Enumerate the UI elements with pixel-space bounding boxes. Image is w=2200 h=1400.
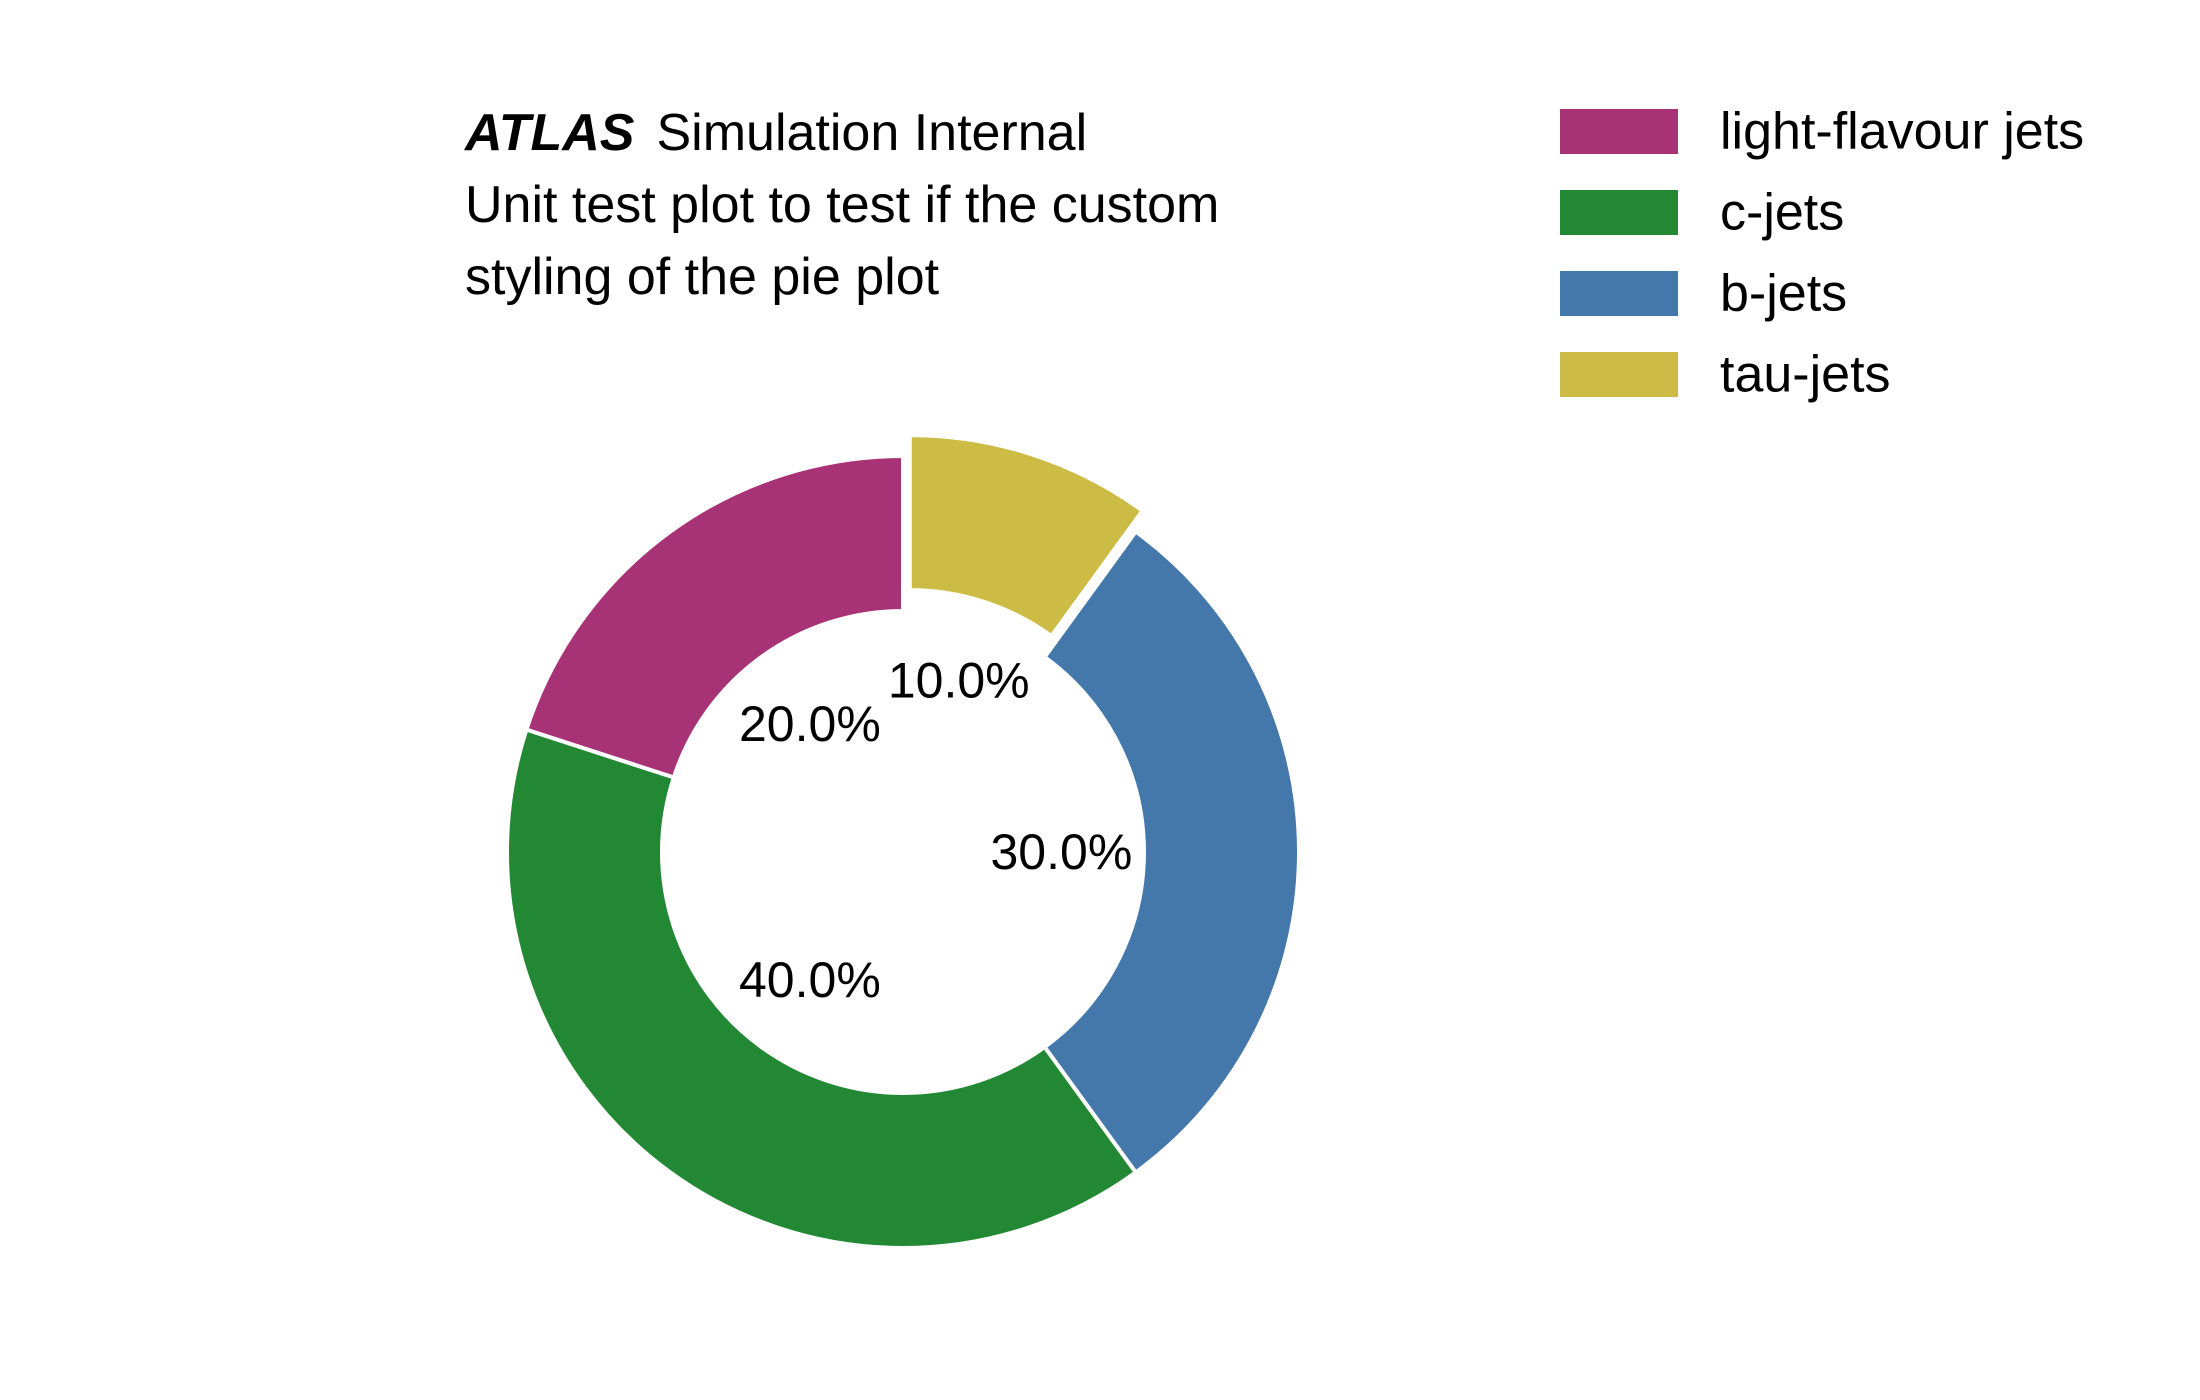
- legend-swatch-c-jets: [1560, 190, 1678, 235]
- wedge-light-flavour-jets: [523, 453, 905, 781]
- status-label: Simulation Internal: [656, 104, 1087, 162]
- percent-label-b-jets: 30.0%: [991, 824, 1133, 880]
- chart-title-block: ATLAS Simulation Internal Unit test plot …: [463, 104, 1219, 306]
- wedge-b-jets: [1041, 528, 1301, 1176]
- percent-label-light-flavour-jets: 20.0%: [739, 696, 881, 752]
- atlas-label: ATLAS: [463, 104, 635, 162]
- wedge-c-jets: [505, 727, 1139, 1250]
- experiment-header: ATLAS Simulation Internal: [463, 104, 1087, 162]
- legend: light-flavour jets c-jets b-jets tau-jets: [1560, 103, 2084, 404]
- legend-label-light-flavour-jets: light-flavour jets: [1720, 103, 2084, 161]
- pie-wedges: [505, 433, 1301, 1250]
- legend-swatch-b-jets: [1560, 271, 1678, 316]
- legend-swatch-light-flavour-jets: [1560, 109, 1678, 154]
- percent-labels: 20.0% 40.0% 30.0% 10.0%: [739, 652, 1132, 1008]
- legend-swatch-tau-jets: [1560, 352, 1678, 397]
- legend-label-tau-jets: tau-jets: [1720, 346, 1891, 404]
- subtitle-line-1: Unit test plot to test if the custom: [465, 176, 1219, 234]
- legend-label-b-jets: b-jets: [1720, 265, 1847, 323]
- wedge-tau-jets: [907, 433, 1146, 639]
- percent-label-tau-jets: 10.0%: [888, 652, 1030, 708]
- legend-label-c-jets: c-jets: [1720, 184, 1844, 242]
- subtitle-line-2: styling of the pie plot: [465, 248, 940, 306]
- percent-label-c-jets: 40.0%: [739, 952, 881, 1008]
